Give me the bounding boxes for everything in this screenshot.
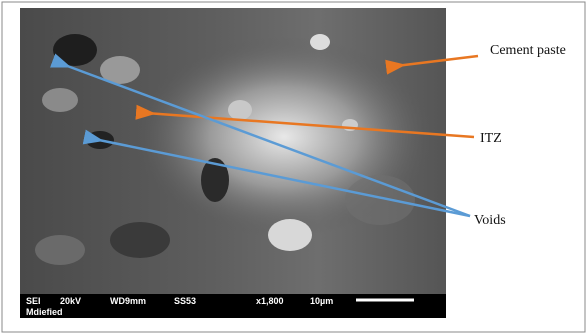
label-voids: Voids (474, 213, 506, 228)
magnification: x1,800 (256, 296, 284, 306)
scale: 10µm (310, 296, 333, 306)
detector: SEI (26, 296, 41, 306)
voltage: 20kV (60, 296, 81, 306)
spot-size: SS53 (174, 296, 196, 306)
sem-image (20, 8, 446, 294)
note: Mdiefied (26, 307, 63, 317)
label-cement-paste: Cement paste (490, 43, 566, 58)
label-itz: ITZ (480, 131, 502, 146)
info-bar: SEI 20kV WD9mm SS53 x1,800 10µm Mdiefied (20, 294, 446, 318)
working-distance: WD9mm (110, 296, 146, 306)
figure: SEI 20kV WD9mm SS53 x1,800 10µm Mdiefied… (0, 0, 587, 334)
